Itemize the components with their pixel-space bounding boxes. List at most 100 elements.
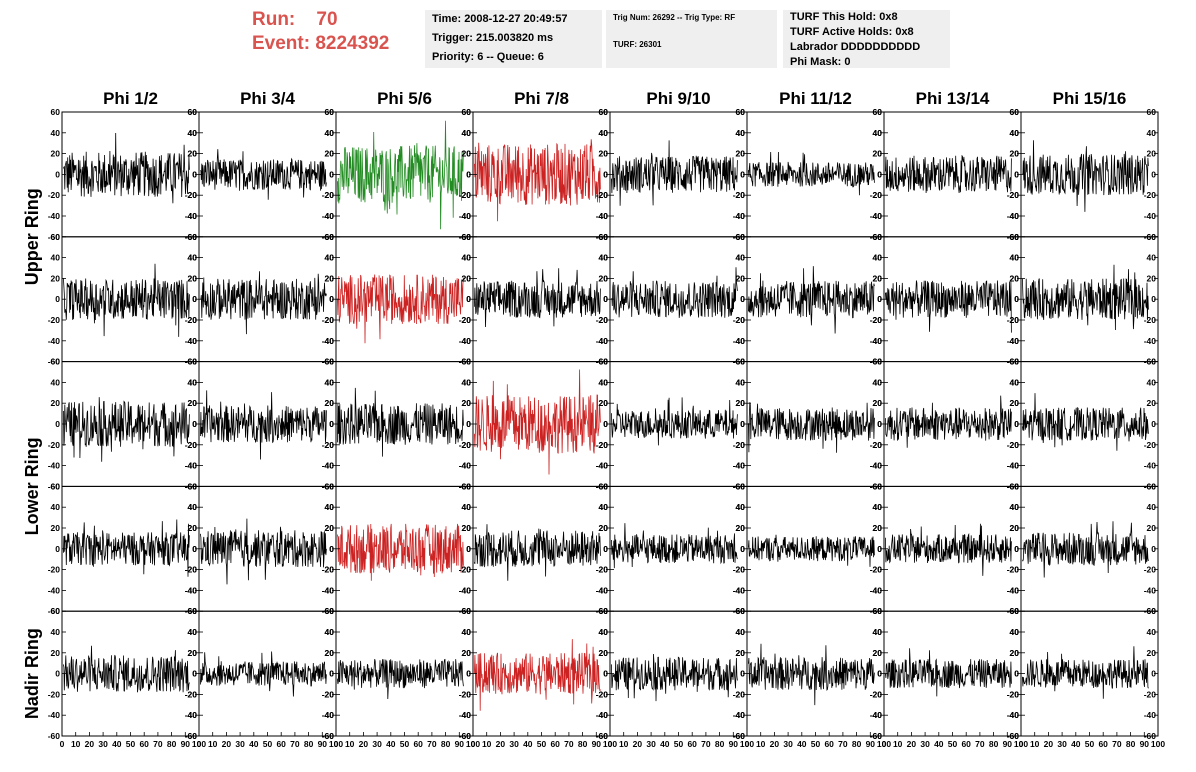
y-tick-label-right: 40: [462, 128, 472, 138]
y-tick-label-right: -20: [1144, 689, 1157, 699]
y-tick-label-right: -40: [322, 585, 335, 595]
x-tick-label: 80: [578, 739, 588, 749]
y-tick-label-right: 20: [599, 523, 609, 533]
y-tick-label-right: -20: [322, 315, 335, 325]
event-label: Event:: [252, 33, 311, 54]
y-tick-label-left: 20: [736, 648, 746, 658]
y-tick-label-left: 40: [1010, 627, 1020, 637]
y-tick-label-left: -20: [48, 315, 61, 325]
x-tick-label: 20: [1044, 739, 1054, 749]
turf-info-box: TURF This Hold: 0x8 TURF Active Holds: 0…: [783, 10, 950, 68]
y-tick-label-right: 0: [603, 544, 608, 554]
y-tick-label-left: 20: [599, 149, 609, 159]
y-tick-label-right: 0: [740, 169, 745, 179]
y-tick-label-left: 0: [1014, 544, 1019, 554]
y-tick-label-left: -60: [870, 731, 883, 741]
y-tick-label-left: 60: [325, 107, 335, 117]
x-tick-label: 100: [192, 739, 206, 749]
y-tick-label-right: 40: [736, 377, 746, 387]
time-info-box: Time: 2008-12-27 20:49:57 Trigger: 215.0…: [425, 10, 602, 68]
y-tick-label-right: -20: [1007, 565, 1020, 575]
y-tick-label-left: -40: [1007, 461, 1020, 471]
x-tick-label: 10: [345, 739, 355, 749]
y-tick-label-right: 0: [329, 294, 334, 304]
y-tick-label-right: 60: [462, 357, 472, 367]
y-tick-label-left: 40: [873, 377, 883, 387]
y-tick-label-left: 0: [740, 294, 745, 304]
x-tick-label: 40: [660, 739, 670, 749]
y-tick-label-right: 20: [1147, 149, 1157, 159]
column-header: Phi 7/8: [514, 89, 569, 108]
y-tick-label-right: -40: [1144, 461, 1157, 471]
x-tick-label: 90: [318, 739, 328, 749]
y-tick-label-right: 60: [736, 357, 746, 367]
x-tick-label: 10: [619, 739, 629, 749]
y-tick-label-left: -40: [733, 585, 746, 595]
y-tick-label-left: 20: [325, 398, 335, 408]
y-tick-label-right: 60: [873, 107, 883, 117]
y-tick-label-left: -20: [459, 440, 472, 450]
y-tick-label-right: -20: [459, 315, 472, 325]
y-tick-label-right: -60: [1144, 731, 1157, 741]
y-tick-label-right: -40: [870, 710, 883, 720]
x-tick-label: 50: [948, 739, 958, 749]
y-tick-label-right: -20: [322, 689, 335, 699]
y-tick-label-right: 20: [873, 149, 883, 159]
y-tick-label-left: 0: [1014, 669, 1019, 679]
y-tick-label-left: 20: [599, 523, 609, 533]
y-tick-label-right: 40: [188, 502, 198, 512]
x-tick-label: 10: [208, 739, 218, 749]
y-tick-label-right: 60: [188, 357, 198, 367]
waveform-trace: [200, 651, 327, 697]
y-tick-label-left: 40: [599, 377, 609, 387]
y-tick-label-left: 60: [873, 232, 883, 242]
waveform-trace: [200, 271, 327, 335]
y-tick-label-left: 0: [466, 419, 471, 429]
y-tick-label-left: 60: [873, 606, 883, 616]
y-tick-label-right: 20: [736, 523, 746, 533]
x-tick-label: 80: [1126, 739, 1136, 749]
y-tick-label-left: -20: [733, 440, 746, 450]
y-tick-label-left: 20: [873, 273, 883, 283]
x-tick-label: 0: [1019, 739, 1024, 749]
y-tick-label-left: -40: [459, 461, 472, 471]
y-tick-label-right: 20: [736, 273, 746, 283]
y-tick-label-right: 60: [599, 232, 609, 242]
y-tick-label-right: 0: [329, 669, 334, 679]
y-tick-label-left: 0: [740, 169, 745, 179]
y-tick-label-left: 0: [466, 294, 471, 304]
x-tick-label: 20: [907, 739, 917, 749]
y-tick-label-right: -20: [322, 565, 335, 575]
y-tick-label-right: 60: [462, 606, 472, 616]
column-header: Phi 9/10: [646, 89, 710, 108]
y-tick-label-left: 60: [736, 606, 746, 616]
y-tick-label-left: 60: [736, 232, 746, 242]
y-tick-label-left: 40: [1010, 502, 1020, 512]
y-tick-label-right: 40: [1010, 128, 1020, 138]
labrador-text: Labrador DDDDDDDDDD: [790, 41, 921, 53]
x-tick-label: 70: [701, 739, 711, 749]
y-tick-label-right: 0: [192, 669, 197, 679]
y-tick-label-right: -40: [733, 585, 746, 595]
y-tick-label-left: 40: [873, 253, 883, 263]
y-tick-label-left: 60: [51, 107, 61, 117]
y-tick-label-left: -20: [1007, 440, 1020, 450]
y-tick-label-left: 20: [873, 523, 883, 533]
y-tick-label-left: -60: [48, 357, 61, 367]
y-tick-label-right: 40: [462, 627, 472, 637]
y-tick-label-left: -40: [459, 336, 472, 346]
y-tick-label-right: 60: [599, 357, 609, 367]
y-tick-label-left: -20: [1007, 565, 1020, 575]
waveform-trace: [1022, 393, 1149, 451]
y-tick-label-right: -40: [185, 710, 198, 720]
y-tick-label-right: -20: [596, 440, 609, 450]
y-tick-label-left: -60: [596, 731, 609, 741]
run-value: 70: [316, 9, 338, 30]
y-tick-label-left: 40: [736, 253, 746, 263]
y-tick-label-left: 0: [329, 169, 334, 179]
x-tick-label: 90: [729, 739, 739, 749]
y-tick-label-right: -40: [1007, 461, 1020, 471]
y-tick-label-left: 0: [877, 669, 882, 679]
x-tick-label: 20: [496, 739, 506, 749]
y-tick-label-right: -40: [459, 336, 472, 346]
